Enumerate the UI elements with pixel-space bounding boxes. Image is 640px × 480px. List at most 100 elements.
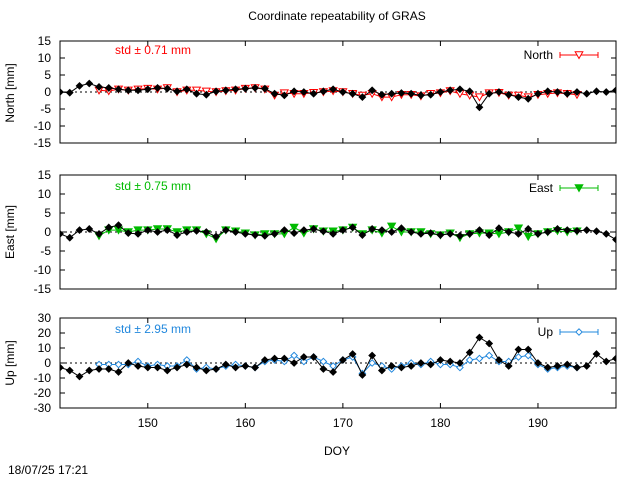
- east-raw-point: [114, 221, 123, 230]
- up-raw-point: [319, 365, 328, 373]
- up-raw-point: [173, 363, 181, 372]
- east-raw-point: [446, 229, 455, 238]
- north-raw-point: [446, 86, 455, 95]
- north-raw-point: [368, 86, 377, 95]
- up-raw-point: [358, 371, 367, 379]
- east-raw-point: [465, 229, 474, 238]
- up-point: [524, 351, 533, 360]
- east-raw-point: [75, 226, 84, 235]
- east-raw-point: [163, 226, 172, 235]
- up-y-tick-label: 20: [38, 326, 52, 340]
- north-y-tick-label: 10: [38, 51, 52, 65]
- up-point: [436, 360, 445, 369]
- east-point: [386, 222, 397, 231]
- east-raw-point: [514, 229, 523, 238]
- up-raw-point: [387, 362, 396, 370]
- up-point: [319, 357, 328, 366]
- east-raw-point: [221, 226, 230, 235]
- up-y-tick-label: 0: [44, 356, 51, 370]
- x-tick-label: 150: [138, 416, 158, 430]
- east-plot-frame: [59, 174, 617, 290]
- up-raw-point: [436, 356, 445, 364]
- up-point: [485, 351, 494, 360]
- up-raw-point: [270, 354, 279, 363]
- east-raw-point: [85, 225, 94, 233]
- north-panel: 15 10 5 0 -5 -10 -15 std ± 0.71 mm North: [34, 34, 617, 150]
- north-series-group: [60, 79, 616, 112]
- up-raw-point: [485, 339, 494, 348]
- north-raw-point: [407, 89, 416, 98]
- up-raw-point: [85, 366, 94, 375]
- east-raw-point: [504, 228, 513, 236]
- east-raw-point: [348, 223, 357, 232]
- up-std-annotation: std ± 2.95 mm: [115, 322, 191, 336]
- east-raw-point: [104, 223, 113, 232]
- up-raw-point: [573, 363, 581, 372]
- east-panel: 15 10 5 0 -5 -10 -15 std ± 0.75 mm East: [34, 168, 617, 296]
- up-raw-point: [95, 365, 103, 373]
- up-raw-point: [60, 363, 64, 372]
- north-raw-point: [377, 90, 386, 99]
- east-raw-point: [524, 225, 533, 233]
- east-raw-point: [95, 229, 103, 238]
- north-raw-point: [329, 85, 338, 94]
- up-y-tick-label: 30: [38, 311, 52, 325]
- east-raw-point: [134, 229, 142, 238]
- up-raw-point: [456, 359, 464, 367]
- up-legend-label: Up: [538, 325, 554, 339]
- up-raw-point: [582, 362, 591, 370]
- up-y-tick-label: 10: [38, 341, 52, 355]
- north-point: [474, 93, 485, 102]
- east-raw-point: [280, 226, 289, 235]
- north-raw-point: [231, 85, 240, 94]
- east-raw-point: [241, 229, 250, 238]
- east-raw-point: [592, 227, 601, 236]
- north-raw-point: [212, 87, 220, 96]
- north-y-tick-label: 5: [44, 68, 51, 82]
- east-raw-point: [153, 228, 162, 236]
- up-raw-point: [134, 362, 142, 370]
- east-raw-point: [124, 229, 133, 238]
- east-std-annotation: std ± 0.75 mm: [115, 179, 191, 193]
- up-raw-point: [299, 353, 308, 361]
- east-raw-point: [485, 231, 494, 239]
- north-raw-point: [524, 94, 533, 103]
- east-raw-point: [436, 231, 445, 239]
- up-point: [514, 353, 523, 361]
- east-raw-point: [173, 231, 181, 239]
- up-raw-point: [514, 345, 523, 354]
- north-raw-point: [602, 88, 611, 96]
- east-raw-point: [65, 233, 74, 242]
- east-point: [289, 223, 299, 232]
- up-raw-point: [75, 372, 84, 381]
- chart-title: Coordinate repeatability of GRAS: [248, 9, 425, 23]
- north-raw-point: [436, 88, 445, 96]
- north-raw-point: [534, 89, 542, 98]
- east-raw-point: [270, 229, 279, 238]
- east-raw-point: [192, 226, 201, 235]
- north-raw-point: [504, 90, 513, 99]
- east-raw-point: [251, 231, 259, 239]
- east-y-tick-label: 5: [44, 206, 51, 220]
- up-y-tick-label: -30: [34, 401, 52, 415]
- x-tick-label: 190: [528, 416, 548, 430]
- east-raw-point: [495, 224, 503, 233]
- up-raw-point: [338, 356, 347, 364]
- chart-panels: 15 10 5 0 -5 -10 -15 std ± 0.71 mm North 15 10 5 0 -5…: [34, 34, 617, 430]
- east-raw-point: [397, 224, 406, 233]
- east-raw-point: [407, 228, 416, 236]
- up-raw-point: [543, 363, 552, 372]
- up-raw-point: [241, 362, 250, 370]
- north-raw-point: [124, 86, 133, 95]
- north-raw-point: [592, 87, 601, 96]
- east-y-tick-label: -5: [40, 244, 51, 258]
- east-raw-point: [426, 229, 435, 238]
- up-raw-point: [592, 350, 601, 358]
- east-y-axis-label: East [mm]: [3, 205, 17, 259]
- east-raw-series-line: [60, 224, 616, 241]
- east-raw-point: [212, 232, 220, 241]
- north-raw-point: [134, 86, 142, 95]
- north-raw-point: [475, 103, 484, 112]
